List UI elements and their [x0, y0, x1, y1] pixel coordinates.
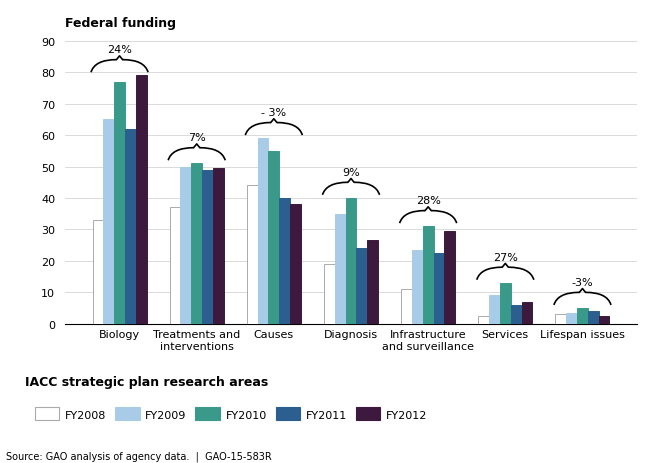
Bar	[257, 139, 268, 324]
Bar	[412, 250, 423, 324]
Bar	[213, 169, 224, 324]
Bar	[599, 316, 610, 324]
Bar	[401, 289, 412, 324]
Bar	[588, 312, 599, 324]
Bar	[511, 305, 521, 324]
Text: 9%: 9%	[342, 168, 360, 177]
Bar	[247, 186, 257, 324]
Bar	[521, 302, 532, 324]
Text: Federal funding (in millions): Federal funding (in millions)	[65, 18, 240, 31]
Bar	[556, 315, 566, 324]
Legend: FY2008, FY2009, FY2010, FY2011, FY2012: FY2008, FY2009, FY2010, FY2011, FY2012	[31, 403, 432, 425]
Text: Source: GAO analysis of agency data.  |  GAO-15-583R: Source: GAO analysis of agency data. | G…	[6, 450, 272, 461]
Bar	[191, 164, 202, 324]
Bar	[500, 283, 511, 324]
Bar	[181, 167, 191, 324]
Text: - 3%: - 3%	[261, 108, 287, 118]
Bar	[577, 308, 588, 324]
Text: 27%: 27%	[493, 252, 518, 262]
Text: Federal funding: Federal funding	[65, 18, 176, 31]
Bar	[114, 82, 125, 324]
Bar	[489, 296, 500, 324]
Bar	[324, 264, 335, 324]
Bar	[92, 220, 103, 324]
Bar	[202, 170, 213, 324]
Bar	[268, 151, 280, 324]
Bar	[356, 249, 367, 324]
Bar	[566, 313, 577, 324]
Bar	[136, 76, 146, 324]
Text: -3%: -3%	[571, 277, 593, 288]
Bar	[335, 214, 346, 324]
Bar	[280, 199, 290, 324]
Bar	[170, 208, 181, 324]
Bar	[478, 316, 489, 324]
Bar	[103, 120, 114, 324]
Bar	[422, 227, 434, 324]
Text: IACC strategic plan research areas: IACC strategic plan research areas	[25, 375, 268, 388]
Bar	[434, 254, 445, 324]
Text: 7%: 7%	[188, 133, 205, 143]
Text: 24%: 24%	[107, 45, 132, 55]
Bar	[445, 232, 455, 324]
Bar	[367, 241, 378, 324]
Bar	[125, 130, 136, 324]
Bar	[346, 199, 356, 324]
Text: 28%: 28%	[416, 196, 441, 206]
Bar	[290, 205, 301, 324]
